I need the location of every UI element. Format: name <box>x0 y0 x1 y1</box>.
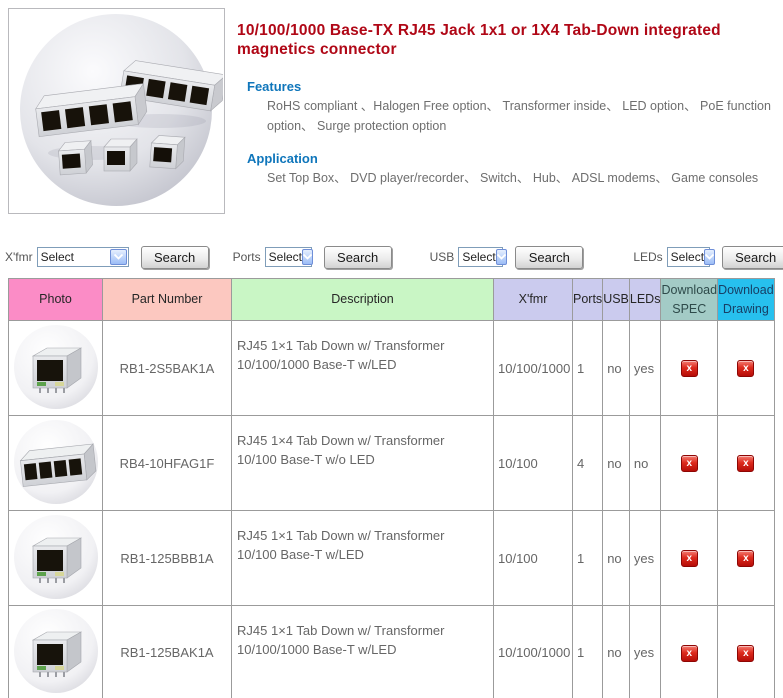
usb-cell: no <box>602 510 630 606</box>
column-header-desc: Description <box>231 278 494 321</box>
filter-label: USB <box>429 250 455 264</box>
product-table: Photo Part Number Description X'fmr Ports USB… <box>8 278 775 698</box>
table-header-row: Photo Part Number Description X'fmr Ports USB… <box>8 278 775 321</box>
xfmr-cell: 10/100 <box>493 415 573 511</box>
leds-cell: no <box>628 415 662 511</box>
chevron-down-icon <box>704 249 716 265</box>
search-group: LEDs Select Search <box>633 245 783 269</box>
column-header-leds: LEDs <box>628 278 662 321</box>
page-title: 10/100/1000 Base-TX RJ45 Jack 1x1 or 1X4… <box>237 22 721 58</box>
intro-section: 10/100/1000 Base-TX RJ45 Jack 1x1 or 1X4… <box>237 22 773 203</box>
product-photo-box <box>8 8 225 214</box>
download-spec-cell: x <box>660 605 719 698</box>
column-header-spec: Download SPEC <box>660 278 719 321</box>
description-cell: RJ45 1×4 Tab Down w/ Transformer 10/100 … <box>231 415 494 511</box>
application-heading: Application <box>247 150 318 166</box>
download-drawing-cell: x <box>717 415 775 511</box>
filter-label: X'fmr <box>5 250 33 264</box>
part-number-cell: RB4-10HFAG1F <box>102 415 232 511</box>
search-button-xfmr[interactable]: Search <box>140 245 209 269</box>
description-cell: RJ45 1×1 Tab Down w/ Transformer 10/100 … <box>231 510 494 606</box>
ports-cell: 1 <box>571 510 604 606</box>
chevron-down-icon <box>109 249 127 265</box>
download-drawing-cell: x <box>717 510 775 606</box>
search-button-leds[interactable]: Search <box>721 245 783 269</box>
application-text: Set Top Box、 DVD player/recorder、 Switch… <box>267 170 759 185</box>
search-group: X'fmr Select Search <box>5 245 209 269</box>
leds-cell: yes <box>628 320 662 416</box>
download-drawing-icon[interactable]: x <box>737 550 755 567</box>
download-drawing-icon[interactable]: x <box>737 455 755 472</box>
column-header-xfmr: X'fmr <box>493 278 573 321</box>
download-drawing-cell: x <box>717 605 775 698</box>
search-group: USB Select Search <box>429 245 584 269</box>
leds-cell: yes <box>628 510 662 606</box>
chevron-down-icon <box>302 249 313 265</box>
rj45-1x1-thumbnail-icon <box>13 514 99 600</box>
product-table-container: Photo Part Number Description X'fmr Ports USB… <box>8 278 775 698</box>
usb-cell: no <box>602 320 630 416</box>
search-group: Ports Select Search <box>232 245 392 269</box>
search-filter-bar: X'fmr Select Search Ports Select Search … <box>5 244 783 270</box>
description-cell: RJ45 1×1 Tab Down w/ Transformer 10/100/… <box>231 605 494 698</box>
table-row: RB1-2S5BAK1A RJ45 1×1 Tab Down w/ Transf… <box>8 320 775 416</box>
part-number-cell: RB1-125BAK1A <box>102 605 232 698</box>
filter-select-ports[interactable]: Select <box>264 247 313 267</box>
xfmr-cell: 10/100 <box>493 510 573 606</box>
table-row: RB1-125BBB1A RJ45 1×1 Tab Down w/ Transf… <box>8 510 775 606</box>
features-heading: Features <box>247 79 302 95</box>
download-drawing-cell: x <box>717 320 775 416</box>
filter-label: Ports <box>232 250 261 264</box>
usb-cell: no <box>602 605 630 698</box>
column-header-part: Part Number <box>102 278 232 321</box>
chevron-down-icon <box>495 249 507 265</box>
column-header-drawing: Download Drawing <box>717 278 775 321</box>
download-drawing-icon[interactable]: x <box>737 360 755 377</box>
description-cell: RJ45 1×1 Tab Down w/ Transformer 10/100/… <box>231 320 494 416</box>
product-photo-cell <box>8 415 103 511</box>
download-spec-cell: x <box>660 415 719 511</box>
filter-label: LEDs <box>633 250 663 264</box>
download-spec-icon[interactable]: x <box>680 644 698 662</box>
ports-cell: 1 <box>571 605 604 698</box>
column-header-ports: Ports <box>571 278 604 321</box>
table-row: RB1-125BAK1A RJ45 1×1 Tab Down w/ Transf… <box>8 605 775 698</box>
search-button-usb[interactable]: Search <box>515 245 584 269</box>
leds-cell: yes <box>628 605 662 698</box>
filter-select-usb[interactable]: Select <box>458 247 507 267</box>
product-photo <box>20 14 223 206</box>
download-drawing-icon[interactable]: x <box>737 644 755 662</box>
usb-cell: no <box>602 415 630 511</box>
filter-select-leds[interactable]: Select <box>666 247 716 267</box>
ports-cell: 1 <box>571 320 604 416</box>
rj45-1x1-thumbnail-icon <box>13 324 99 410</box>
part-number-cell: RB1-2S5BAK1A <box>102 320 232 416</box>
product-photo-cell <box>8 605 103 698</box>
rj45-1x4-thumbnail-icon <box>13 419 99 505</box>
rj45-1x1-thumbnail-icon <box>13 608 99 694</box>
column-header-usb: USB <box>602 278 630 321</box>
download-spec-icon[interactable]: x <box>680 360 698 377</box>
download-spec-icon[interactable]: x <box>680 550 698 567</box>
download-spec-icon[interactable]: x <box>680 455 698 472</box>
product-photo-cell <box>8 320 103 416</box>
xfmr-cell: 10/100/1000 <box>493 605 573 698</box>
part-number-cell: RB1-125BBB1A <box>102 510 232 606</box>
download-spec-cell: x <box>660 320 719 416</box>
search-button-ports[interactable]: Search <box>323 245 392 269</box>
ports-cell: 4 <box>571 415 604 511</box>
product-photo-cell <box>8 510 103 606</box>
column-header-photo: Photo <box>8 278 103 321</box>
features-text: RoHS compliant 、Halogen Free option、 Tra… <box>267 99 771 133</box>
xfmr-cell: 10/100/1000 <box>493 320 573 416</box>
table-row: RB4-10HFAG1F RJ45 1×4 Tab Down w/ Transf… <box>8 415 775 511</box>
filter-select-xfmr[interactable]: Select <box>36 247 129 267</box>
download-spec-cell: x <box>660 510 719 606</box>
